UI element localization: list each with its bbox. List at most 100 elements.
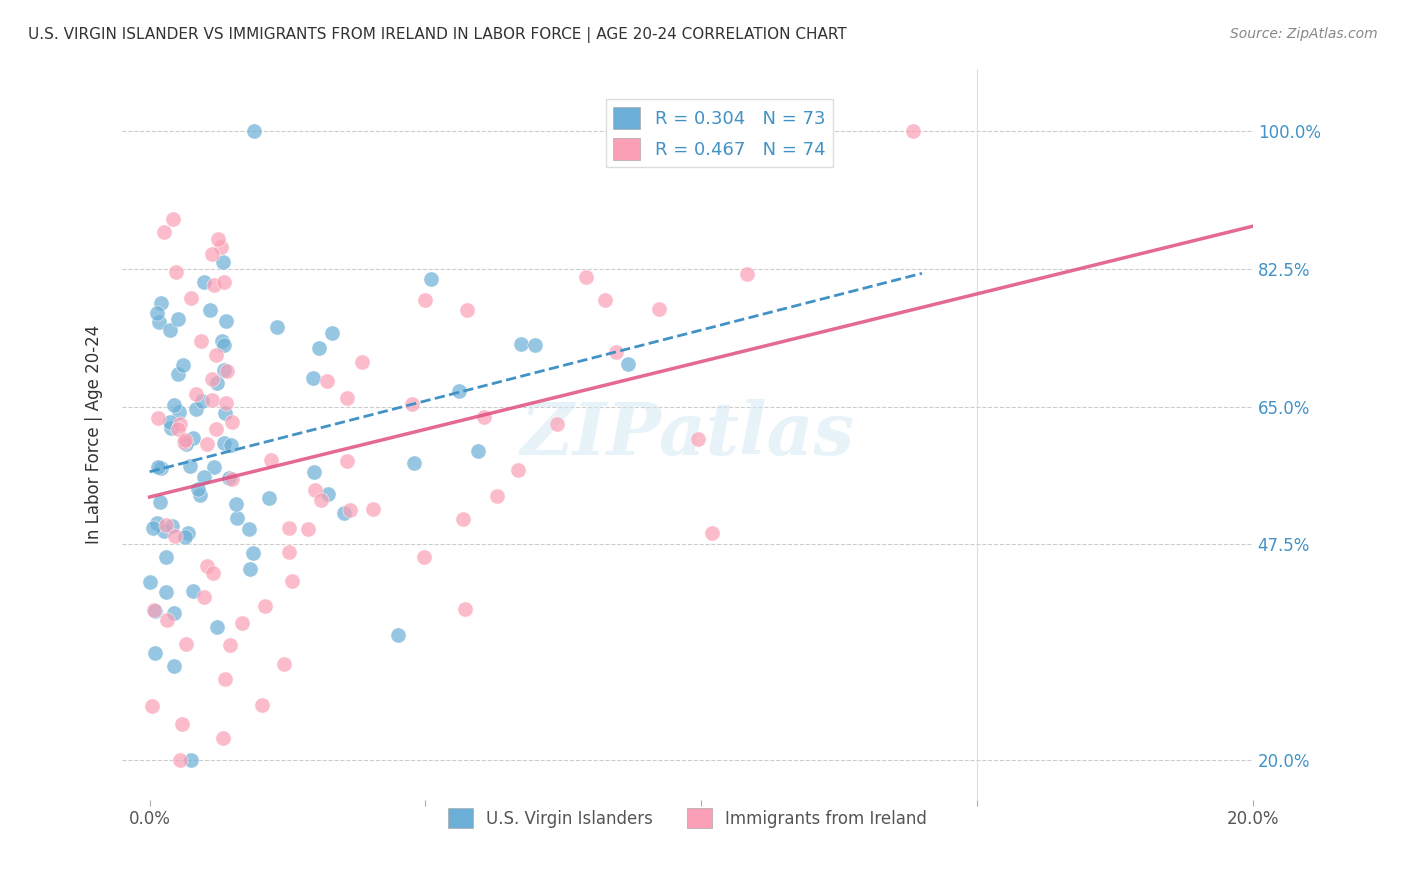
Point: [467, 443, 489, 458]
Point: [259, 452, 281, 467]
Point: [148, 459, 170, 474]
Point: [150, 295, 173, 310]
Point: [193, 275, 215, 289]
Point: [215, 396, 238, 410]
Point: [901, 124, 924, 138]
Point: [219, 638, 242, 652]
Point: [153, 225, 176, 239]
Point: [183, 431, 205, 445]
Point: [506, 462, 529, 476]
Point: [226, 511, 249, 525]
Point: [242, 546, 264, 560]
Point: [207, 232, 229, 246]
Text: U.S. VIRGIN ISLANDER VS IMMIGRANTS FROM IRELAND IN LABOR FORCE | AGE 20-24 CORRE: U.S. VIRGIN ISLANDER VS IMMIGRANTS FROM …: [28, 27, 846, 43]
Point: [523, 337, 546, 351]
Point: [149, 495, 172, 509]
Point: [318, 487, 340, 501]
Point: [174, 636, 197, 650]
Point: [143, 646, 166, 660]
Point: [190, 334, 212, 349]
Point: [238, 522, 260, 536]
Point: [304, 465, 326, 479]
Point: [201, 372, 224, 386]
Point: [201, 392, 224, 407]
Point: [180, 291, 202, 305]
Point: [302, 371, 325, 385]
Point: [149, 461, 172, 475]
Point: [309, 493, 332, 508]
Point: [174, 437, 197, 451]
Point: [472, 409, 495, 424]
Point: [605, 345, 627, 359]
Point: [209, 239, 232, 253]
Point: [239, 562, 262, 576]
Point: [277, 521, 299, 535]
Point: [215, 314, 238, 328]
Point: [510, 336, 533, 351]
Point: [214, 672, 236, 686]
Point: [336, 454, 359, 468]
Point: [167, 404, 190, 418]
Point: [297, 522, 319, 536]
Point: [212, 363, 235, 377]
Point: [219, 438, 242, 452]
Point: [201, 246, 224, 260]
Point: [485, 489, 508, 503]
Point: [214, 406, 236, 420]
Point: [163, 658, 186, 673]
Point: [155, 518, 177, 533]
Point: [184, 387, 207, 401]
Point: [201, 566, 224, 580]
Point: [187, 482, 209, 496]
Point: [339, 502, 361, 516]
Point: [191, 394, 214, 409]
Point: [153, 524, 176, 538]
Point: [166, 312, 188, 326]
Point: [207, 376, 229, 390]
Point: [333, 506, 356, 520]
Point: [173, 530, 195, 544]
Point: [184, 402, 207, 417]
Point: [205, 422, 228, 436]
Point: [221, 472, 243, 486]
Point: [143, 603, 166, 617]
Point: [193, 590, 215, 604]
Point: [250, 698, 273, 712]
Point: [648, 302, 671, 317]
Point: [304, 483, 326, 498]
Point: [162, 212, 184, 227]
Point: [308, 341, 330, 355]
Point: [412, 550, 434, 565]
Point: [404, 456, 426, 470]
Point: [686, 432, 709, 446]
Point: [616, 357, 638, 371]
Point: [181, 584, 204, 599]
Point: [205, 348, 228, 362]
Point: [221, 415, 243, 429]
Point: [163, 606, 186, 620]
Point: [142, 603, 165, 617]
Point: [205, 620, 228, 634]
Point: [148, 314, 170, 328]
Point: [193, 470, 215, 484]
Point: [155, 584, 177, 599]
Point: [146, 516, 169, 530]
Point: [155, 614, 177, 628]
Point: [259, 491, 281, 505]
Point: [166, 422, 188, 436]
Point: [212, 435, 235, 450]
Point: [336, 391, 359, 405]
Point: [211, 334, 233, 348]
Y-axis label: In Labor Force | Age 20-24: In Labor Force | Age 20-24: [86, 325, 103, 543]
Point: [451, 512, 474, 526]
Point: [163, 398, 186, 412]
Point: [218, 471, 240, 485]
Text: ZIPatlas: ZIPatlas: [520, 399, 855, 469]
Point: [456, 303, 478, 318]
Point: [593, 293, 616, 307]
Point: [413, 293, 436, 308]
Point: [254, 599, 277, 613]
Point: [316, 375, 339, 389]
Point: [165, 265, 187, 279]
Point: [172, 358, 194, 372]
